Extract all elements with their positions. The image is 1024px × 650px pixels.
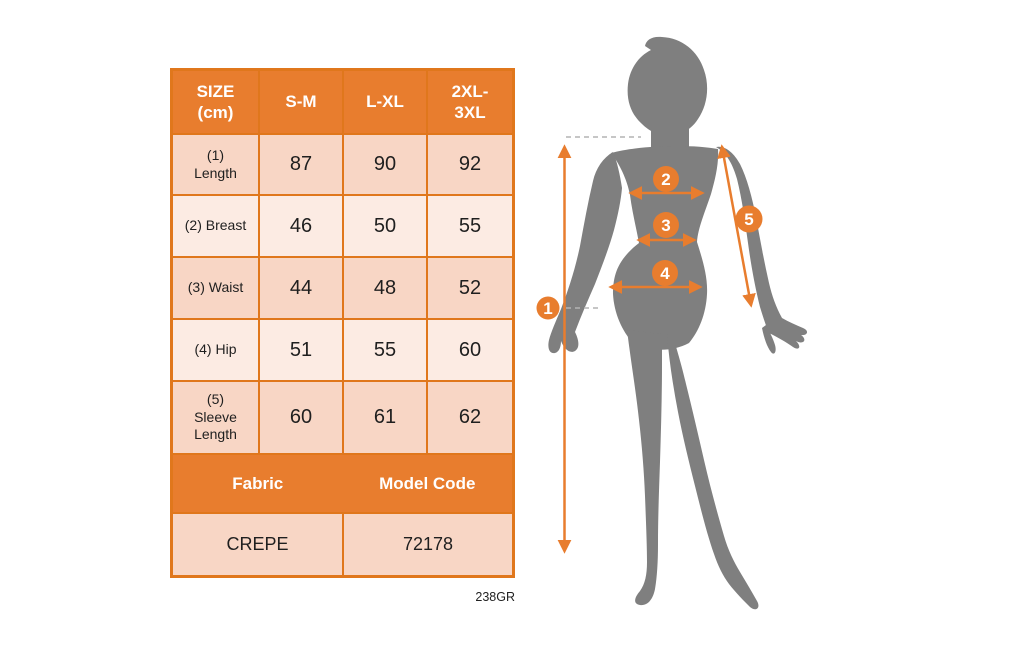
- badge-3: 3: [653, 212, 679, 238]
- badge-5: 5: [735, 205, 763, 233]
- badge-4: 4: [652, 260, 678, 286]
- value-waist-lxl: 48: [344, 258, 426, 318]
- row-label-length: (1) Length: [173, 135, 258, 194]
- value-breast-2xl: 55: [428, 196, 512, 256]
- fabric-header: Fabric: [232, 473, 284, 493]
- size-chart-table: SIZE (cm) S-M L-XL 2XL- 3XL (1) Length 8…: [170, 68, 515, 578]
- model-code-value: 72178: [344, 514, 512, 575]
- value-sleeve-sm: 60: [260, 382, 342, 453]
- svg-text:2: 2: [661, 170, 670, 189]
- header-cell-lxl: L-XL: [344, 71, 426, 133]
- footer-header-band: Fabric Model Code: [173, 455, 512, 512]
- value-breast-sm: 46: [260, 196, 342, 256]
- row-label-waist: (3) Waist: [173, 258, 258, 318]
- value-waist-sm: 44: [260, 258, 342, 318]
- model-code-header: Model Code: [379, 473, 476, 493]
- header-cell-2xl3xl: 2XL- 3XL: [428, 71, 512, 133]
- dashed-guides: [566, 136, 641, 309]
- value-length-2xl: 92: [428, 135, 512, 194]
- value-breast-lxl: 50: [344, 196, 426, 256]
- value-waist-2xl: 52: [428, 258, 512, 318]
- badge-2: 2: [653, 166, 679, 192]
- woman-silhouette: [548, 36, 808, 610]
- row-label-sleeve: (5) Sleeve Length: [173, 382, 258, 453]
- measurement-diagram: 1 2 3 4 5: [530, 20, 826, 632]
- value-length-sm: 87: [260, 135, 342, 194]
- header-cell-sm: S-M: [260, 71, 342, 133]
- value-hip-2xl: 60: [428, 320, 512, 380]
- fabric-value: CREPE: [173, 514, 342, 575]
- svg-text:3: 3: [661, 216, 670, 235]
- svg-text:4: 4: [660, 264, 670, 283]
- arrow-sleeve: [717, 144, 756, 308]
- svg-text:1: 1: [543, 299, 552, 318]
- grammage-note: 238GR: [475, 590, 515, 604]
- value-hip-sm: 51: [260, 320, 342, 380]
- value-sleeve-lxl: 61: [344, 382, 426, 453]
- badge-1: 1: [536, 296, 560, 320]
- body-silhouette-diagram: 1 2 3 4 5: [536, 36, 808, 610]
- row-label-hip: (4) Hip: [173, 320, 258, 380]
- row-label-breast: (2) Breast: [173, 196, 258, 256]
- value-length-lxl: 90: [344, 135, 426, 194]
- svg-text:5: 5: [744, 210, 753, 229]
- header-cell-size: SIZE (cm): [173, 71, 258, 133]
- measurement-arrows: [557, 144, 756, 554]
- value-sleeve-2xl: 62: [428, 382, 512, 453]
- value-hip-lxl: 55: [344, 320, 426, 380]
- measure-badges: 1 2 3 4 5: [536, 166, 763, 320]
